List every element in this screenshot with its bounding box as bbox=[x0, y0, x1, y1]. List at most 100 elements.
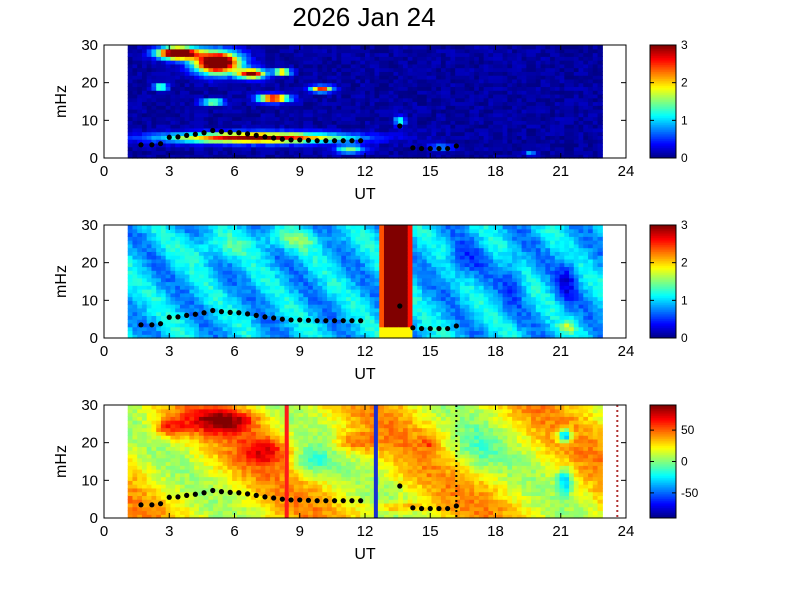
heatmap-cell bbox=[550, 116, 556, 121]
heatmap-cell bbox=[488, 78, 494, 84]
colorbar-step bbox=[650, 152, 676, 155]
heatmap-cell bbox=[137, 131, 143, 136]
heatmap-cell bbox=[246, 105, 252, 110]
heatmap-cell bbox=[146, 127, 153, 133]
heatmap-cell bbox=[236, 281, 243, 286]
heatmap-cell bbox=[317, 304, 323, 309]
heatmap-cell bbox=[279, 120, 285, 125]
heatmap-cell bbox=[573, 116, 580, 121]
heatmap-cell bbox=[336, 82, 342, 88]
heatmap-cell bbox=[303, 289, 309, 294]
heatmap-cell bbox=[189, 45, 195, 50]
heatmap-cell bbox=[417, 315, 423, 320]
heatmap-cell bbox=[175, 289, 181, 294]
heatmap-cell bbox=[251, 304, 257, 309]
heatmap-cell bbox=[488, 116, 494, 121]
heatmap-cell bbox=[331, 326, 338, 332]
heatmap-cell bbox=[265, 236, 271, 241]
heatmap-cell bbox=[369, 262, 376, 268]
heatmap-cell bbox=[540, 127, 546, 133]
heatmap-cell bbox=[137, 97, 143, 103]
heatmap-cell bbox=[232, 109, 238, 114]
heatmap-cell bbox=[132, 270, 138, 275]
heatmap-cell bbox=[464, 109, 470, 114]
heatmap-cell bbox=[184, 127, 191, 133]
heatmap-cell bbox=[521, 52, 527, 57]
heatmap-cell bbox=[284, 146, 290, 152]
heatmap-cell bbox=[146, 228, 153, 234]
heatmap-cell bbox=[412, 154, 418, 159]
heatmap-cell bbox=[341, 330, 347, 335]
heatmap-cell bbox=[232, 319, 238, 324]
heatmap-cell bbox=[217, 281, 224, 286]
heatmap-cell bbox=[208, 116, 214, 121]
heatmap-cell bbox=[255, 326, 262, 332]
heatmap-cell bbox=[255, 86, 262, 91]
heatmap-cell bbox=[251, 93, 257, 99]
heatmap-cell bbox=[483, 90, 489, 95]
heatmap-cell bbox=[236, 154, 243, 159]
heatmap-cell bbox=[160, 45, 167, 50]
heatmap-cell bbox=[360, 307, 366, 313]
heatmap-cell bbox=[379, 304, 385, 309]
heatmap-cell bbox=[227, 67, 233, 72]
heatmap-cell bbox=[270, 258, 276, 264]
heatmap-cell bbox=[317, 124, 323, 129]
heatmap-cell bbox=[535, 135, 542, 140]
heatmap-cell bbox=[402, 63, 409, 69]
heatmap-cell bbox=[251, 90, 257, 95]
heatmap-cell bbox=[331, 307, 338, 313]
heatmap-cell bbox=[455, 93, 461, 99]
heatmap-cell bbox=[531, 78, 537, 84]
heatmap-cell bbox=[289, 296, 295, 301]
heatmap-cell bbox=[426, 63, 433, 69]
heatmap-cell bbox=[412, 311, 418, 316]
heatmap-cell bbox=[388, 247, 395, 252]
heatmap-cell bbox=[379, 90, 385, 95]
heatmap-cell bbox=[436, 124, 442, 129]
heatmap-cell bbox=[175, 307, 181, 313]
heatmap-cell bbox=[232, 277, 238, 283]
heatmap-cell bbox=[246, 150, 252, 155]
heatmap-cell bbox=[279, 330, 285, 335]
heatmap-cell bbox=[369, 285, 376, 290]
heatmap-cell bbox=[132, 124, 138, 129]
colorbar-step bbox=[650, 52, 676, 55]
heatmap-cell bbox=[203, 135, 209, 140]
heatmap-cell bbox=[279, 251, 285, 256]
heatmap-cell bbox=[336, 266, 342, 271]
heatmap-cell bbox=[289, 52, 295, 57]
heatmap-cell bbox=[317, 48, 323, 54]
heatmap-cell bbox=[312, 101, 319, 106]
heatmap-cell bbox=[189, 48, 195, 54]
heatmap-cell bbox=[265, 67, 271, 72]
heatmap-cell bbox=[222, 82, 228, 88]
heatmap-cell bbox=[194, 307, 200, 313]
heatmap-cell bbox=[488, 112, 494, 118]
heatmap-cell bbox=[151, 146, 157, 152]
heatmap-cell bbox=[350, 326, 357, 332]
heatmap-cell bbox=[417, 116, 423, 121]
heatmap-cell bbox=[232, 56, 238, 61]
heatmap-cell bbox=[398, 236, 404, 241]
colorbar-step bbox=[650, 97, 676, 101]
heatmap-cell bbox=[388, 273, 395, 279]
heatmap-cell bbox=[388, 105, 395, 110]
heatmap-cell bbox=[341, 225, 347, 230]
heatmap-cell bbox=[360, 270, 366, 275]
heatmap-cell bbox=[483, 131, 489, 136]
heatmap-cell bbox=[137, 281, 143, 286]
heatmap-cell bbox=[350, 60, 357, 65]
heatmap-cell bbox=[317, 247, 323, 252]
heatmap-cell bbox=[137, 236, 143, 241]
heatmap-cell bbox=[289, 225, 295, 230]
heatmap-cell bbox=[588, 56, 594, 61]
heatmap-cell bbox=[274, 78, 281, 84]
heatmap-cell bbox=[398, 307, 404, 313]
heatmap-cell bbox=[393, 258, 399, 264]
heatmap-cell bbox=[137, 330, 143, 335]
heatmap-cell bbox=[521, 124, 527, 129]
heatmap-cell bbox=[274, 289, 281, 294]
heatmap-cell bbox=[388, 97, 395, 103]
heatmap-cell bbox=[189, 258, 195, 264]
